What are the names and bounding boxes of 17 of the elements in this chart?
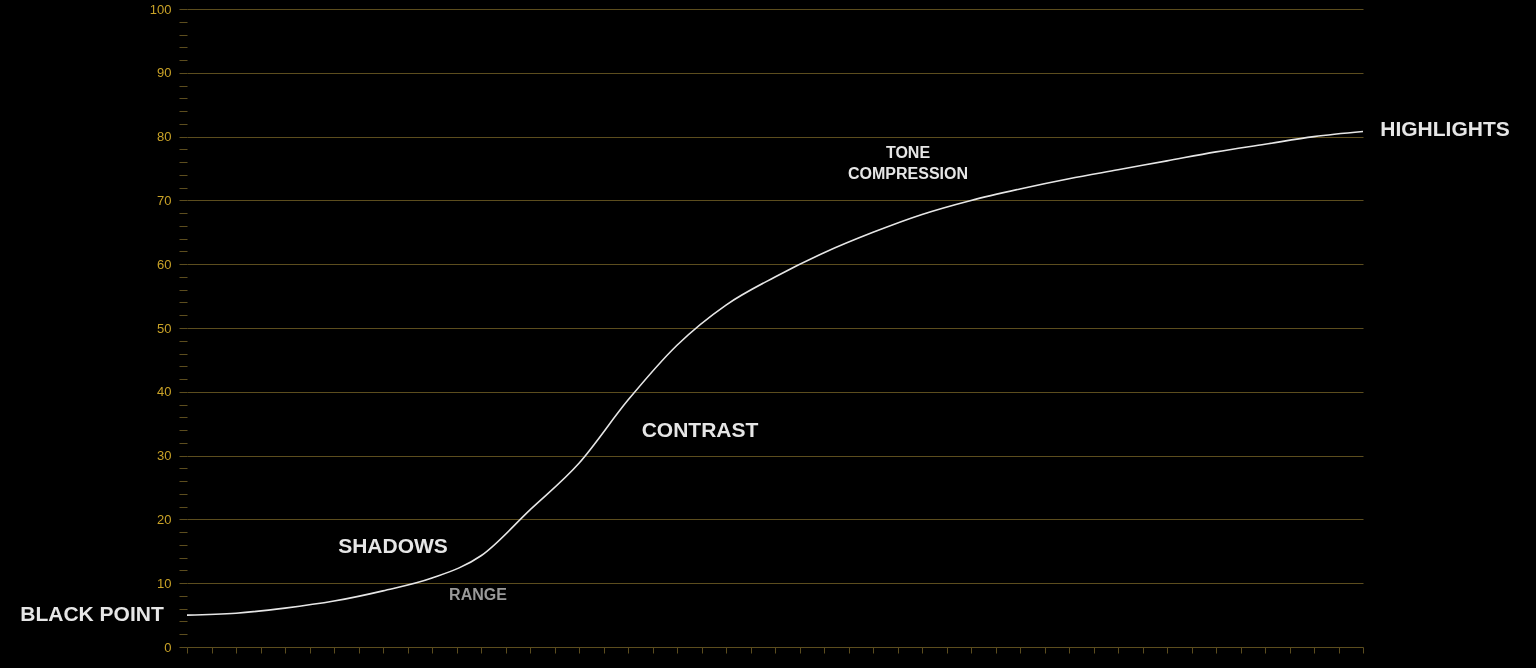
annotation: SHADOWS [338, 534, 448, 557]
y-tick-label: 100 [149, 1, 172, 17]
y-tick-label: 70 [157, 192, 172, 208]
y-tick-label: 60 [157, 256, 172, 272]
y-tick-label: 50 [157, 320, 172, 336]
y-tick-label: 40 [157, 384, 172, 400]
y-tick-label: 30 [157, 448, 172, 464]
y-tick-label: 20 [157, 511, 172, 527]
text: HIGHLIGHTS [1380, 117, 1510, 140]
annotation: RANGE [449, 586, 508, 603]
text: BLACK POINT [20, 602, 164, 625]
annotation: TONE COMPRESSION [847, 144, 969, 182]
annotation: CONTRAST [641, 418, 759, 441]
y-tick-label: 90 [157, 65, 172, 81]
y-tick-label: 0 [164, 639, 172, 655]
y-tick-label: 80 [157, 129, 172, 145]
y-tick-label: 10 [157, 575, 172, 591]
